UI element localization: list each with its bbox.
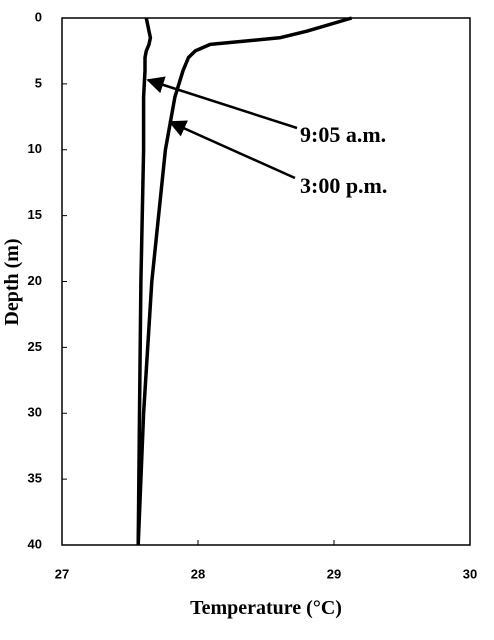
x-axis-label: Temperature (°C) bbox=[190, 597, 342, 619]
x-tick-label: 29 bbox=[327, 566, 341, 581]
y-tick-label: 10 bbox=[28, 141, 42, 156]
x-tick-label: 28 bbox=[191, 566, 205, 581]
plot-frame bbox=[61, 17, 471, 546]
profile-line bbox=[136, 16, 353, 546]
annotation: 9:05 a.m. bbox=[300, 122, 386, 147]
x-tick-label: 30 bbox=[463, 566, 477, 581]
y-tick-label: 5 bbox=[35, 75, 42, 90]
x-tick-label: 27 bbox=[55, 566, 69, 581]
y-tick-label: 15 bbox=[28, 207, 42, 222]
profile-line bbox=[136, 17, 153, 546]
y-tick-label: 40 bbox=[28, 536, 42, 551]
arrow bbox=[146, 76, 298, 130]
y-axis-label: Depth (m) bbox=[1, 238, 23, 325]
annotation: 3:00 p.m. bbox=[300, 173, 387, 198]
y-tick-label: 35 bbox=[28, 471, 42, 486]
y-tick-label: 25 bbox=[28, 339, 42, 354]
y-tick-label: 0 bbox=[35, 9, 42, 24]
y-tick-label: 20 bbox=[28, 273, 42, 288]
arrow bbox=[168, 120, 296, 180]
y-tick-label: 30 bbox=[28, 405, 42, 420]
